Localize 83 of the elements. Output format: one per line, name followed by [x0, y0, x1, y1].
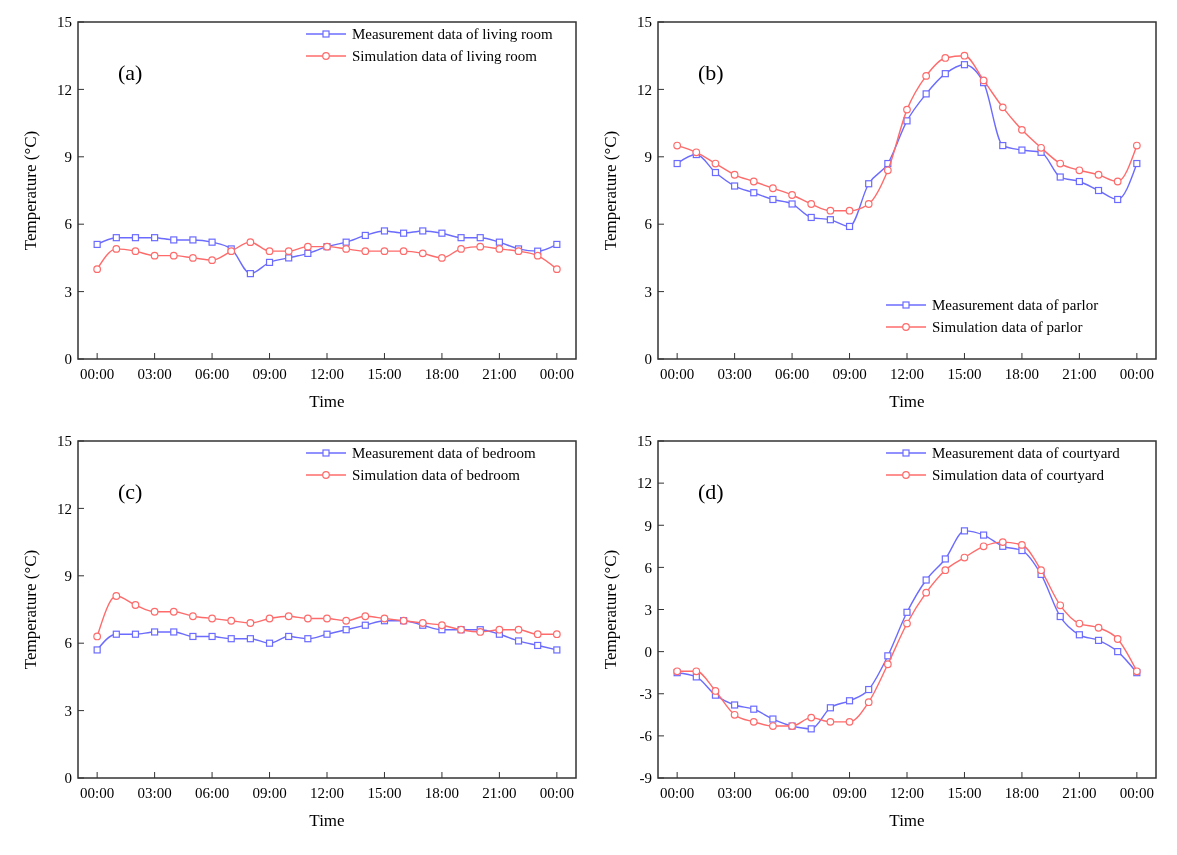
x-tick-label: 21:00: [482, 785, 517, 801]
y-tick-label: 15: [57, 14, 72, 31]
text: (a): [118, 60, 143, 85]
y-tick-label: 6: [64, 216, 73, 233]
y-tick-label: 3: [64, 283, 72, 300]
y-tick-label: 6: [644, 216, 653, 233]
y-tick-label: 15: [57, 433, 72, 450]
x-tick-label: 06:00: [774, 366, 810, 382]
x-tick-label: 09:00: [832, 785, 867, 801]
y-tick-label: 0: [644, 643, 652, 660]
x-tick-label: 00:00: [539, 785, 574, 801]
legend-label: Simulation data of courtyard: [932, 467, 1105, 484]
y-tick-label: 3: [644, 283, 652, 300]
x-tick-label: 03:00: [137, 366, 172, 382]
y-tick-label: 9: [64, 149, 72, 166]
x-tick-label: 15:00: [947, 366, 982, 382]
x-tick-label: 21:00: [1062, 366, 1097, 382]
text: (b): [698, 60, 724, 85]
legend-label: Measurement data of living room: [352, 26, 554, 43]
legend-label: Simulation data of living room: [352, 48, 538, 65]
legend-label: Measurement data of courtyard: [932, 445, 1121, 462]
y-tick-label: 9: [64, 568, 72, 585]
y-tick-label: 3: [64, 702, 72, 719]
x-tick-label: 03:00: [717, 366, 752, 382]
x-tick-label: 00:00: [660, 366, 695, 382]
x-tick-label: 12:00: [309, 785, 345, 801]
x-axis-title: Time: [309, 392, 345, 411]
y-tick-label: -6: [639, 728, 653, 745]
y-axis-title: Temperature (°C): [601, 549, 620, 670]
y-tick-label: 12: [637, 81, 652, 98]
y-axis-title: Temperature (°C): [601, 130, 620, 251]
x-tick-label: 00:00: [80, 785, 115, 801]
legend-label: Measurement data of parlor: [932, 297, 1099, 314]
x-axis-title: Time: [309, 811, 345, 830]
y-axis-title: Temperature (°C): [21, 130, 40, 251]
x-tick-label: 03:00: [717, 785, 752, 801]
y-tick-label: 12: [637, 475, 652, 492]
y-tick-label: 12: [57, 500, 72, 517]
x-tick-label: 00:00: [1119, 366, 1154, 382]
x-tick-label: 15:00: [367, 366, 402, 382]
y-axis-title: Temperature (°C): [21, 549, 40, 670]
x-tick-label: 12:00: [309, 366, 345, 382]
legend-label: Simulation data of parlor: [932, 319, 1083, 336]
x-tick-label: 21:00: [482, 366, 517, 382]
y-tick-label: 6: [64, 635, 73, 652]
x-tick-label: 06:00: [194, 785, 230, 801]
x-tick-label: 03:00: [137, 785, 172, 801]
x-axis-title: Time: [889, 811, 925, 830]
text: (c): [118, 479, 143, 504]
x-tick-label: 18:00: [1004, 366, 1040, 382]
x-tick-label: 18:00: [424, 366, 460, 382]
x-tick-label: 09:00: [252, 366, 287, 382]
y-tick-label: 12: [57, 81, 72, 98]
y-tick-label: 15: [637, 14, 652, 31]
y-tick-label: 15: [637, 433, 652, 450]
y-tick-label: 3: [644, 601, 652, 618]
x-tick-label: 12:00: [889, 785, 925, 801]
y-tick-label: -3: [639, 686, 652, 702]
legend-label: Measurement data of bedroom: [352, 445, 537, 462]
y-tick-label: 9: [644, 517, 652, 534]
y-tick-label: 0: [64, 770, 72, 787]
x-tick-label: 00:00: [1119, 785, 1154, 801]
y-tick-label: -9: [639, 770, 652, 787]
x-tick-label: 18:00: [1004, 785, 1040, 801]
x-tick-label: 09:00: [252, 785, 287, 801]
x-tick-label: 15:00: [947, 785, 982, 801]
x-tick-label: 06:00: [194, 366, 230, 382]
y-tick-label: 9: [644, 149, 652, 166]
x-tick-label: 21:00: [1062, 785, 1097, 801]
x-tick-label: 18:00: [424, 785, 460, 801]
y-tick-label: 0: [64, 351, 72, 368]
x-tick-label: 12:00: [889, 366, 925, 382]
x-axis-title: Time: [889, 392, 925, 411]
x-tick-label: 00:00: [660, 785, 695, 801]
y-tick-label: 6: [644, 559, 653, 576]
y-tick-label: 0: [644, 351, 652, 368]
legend-label: Simulation data of bedroom: [352, 467, 521, 484]
text: (d): [698, 479, 724, 504]
x-tick-label: 06:00: [774, 785, 810, 801]
x-tick-label: 15:00: [367, 785, 402, 801]
x-tick-label: 00:00: [80, 366, 115, 382]
x-tick-label: 09:00: [832, 366, 867, 382]
x-tick-label: 00:00: [539, 366, 574, 382]
